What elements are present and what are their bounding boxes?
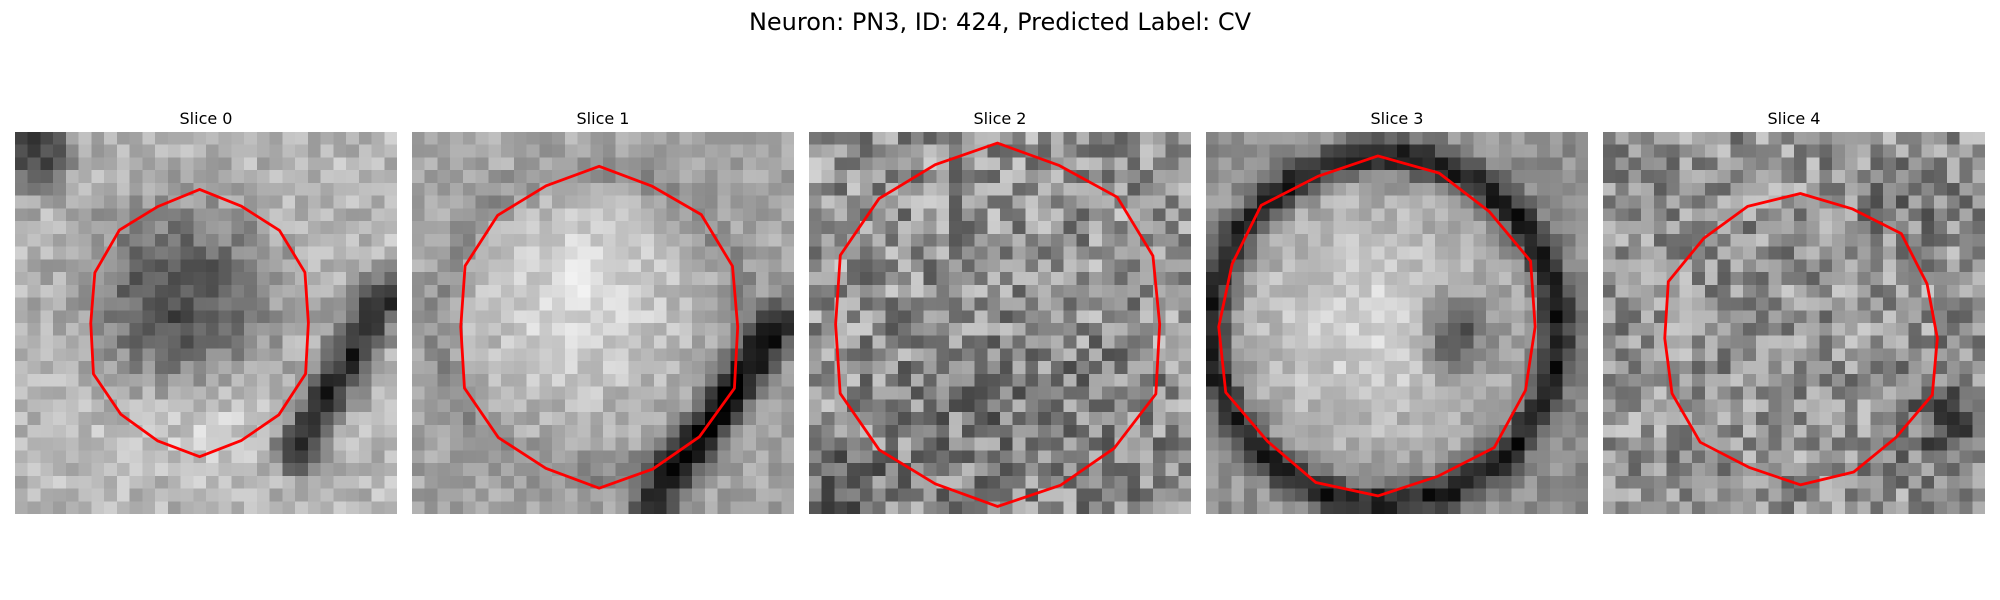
slice-title: Slice 3 [1206,108,1588,130]
slice-title: Slice 0 [15,108,397,130]
slice-image [15,132,397,514]
slice-image [1206,132,1588,514]
slice-title: Slice 1 [412,108,794,130]
slice-title: Slice 2 [809,108,1191,130]
slice-image [1603,132,1985,514]
slice-title: Slice 4 [1603,108,1985,130]
slice-image [412,132,794,514]
figure-title: Neuron: PN3, ID: 424, Predicted Label: C… [0,6,2000,38]
slice-image [809,132,1191,514]
